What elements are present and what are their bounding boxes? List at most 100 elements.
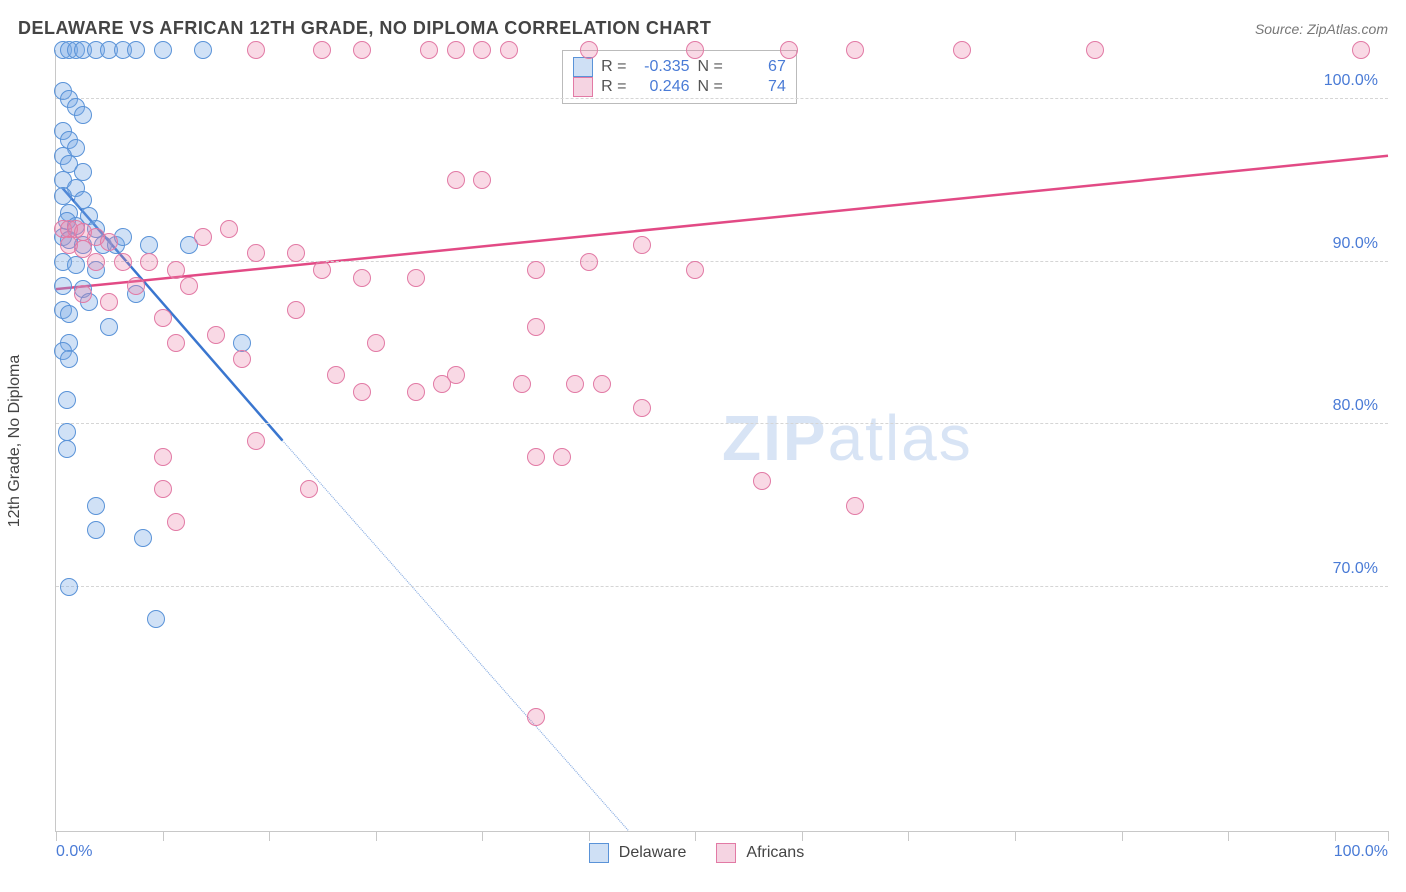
scatter-point	[287, 244, 305, 262]
scatter-point	[566, 375, 584, 393]
scatter-point	[500, 41, 518, 59]
gridline-h	[56, 586, 1388, 587]
legend-swatch-1	[716, 843, 736, 863]
scatter-point	[327, 366, 345, 384]
x-tick	[1122, 831, 1123, 841]
scatter-point	[127, 41, 145, 59]
scatter-point	[67, 256, 85, 274]
y-tick-label: 100.0%	[1324, 72, 1378, 90]
scatter-point	[313, 41, 331, 59]
x-tick	[163, 831, 164, 841]
scatter-point	[54, 277, 72, 295]
scatter-point	[147, 610, 165, 628]
scatter-point	[407, 383, 425, 401]
scatter-point	[60, 578, 78, 596]
legend-item-1: Africans	[716, 843, 804, 863]
scatter-point	[580, 253, 598, 271]
scatter-point	[167, 334, 185, 352]
scatter-point	[194, 228, 212, 246]
scatter-point	[220, 220, 238, 238]
x-tick	[589, 831, 590, 841]
scatter-point	[233, 350, 251, 368]
scatter-point	[140, 253, 158, 271]
scatter-point	[527, 318, 545, 336]
scatter-point	[87, 253, 105, 271]
scatter-point	[753, 472, 771, 490]
x-tick	[1388, 831, 1389, 841]
scatter-point	[686, 261, 704, 279]
swatch-1	[573, 77, 593, 97]
stats-row-1: R = 0.246 N = 74	[573, 77, 786, 97]
y-axis-label: 12th Grade, No Diploma	[6, 355, 24, 528]
scatter-point	[953, 41, 971, 59]
r-label-1: R =	[601, 78, 626, 96]
scatter-point	[247, 432, 265, 450]
n-label-1: N =	[698, 78, 723, 96]
scatter-point	[154, 41, 172, 59]
scatter-point	[780, 41, 798, 59]
stats-row-0: R = -0.335 N = 67	[573, 57, 786, 77]
scatter-point	[353, 383, 371, 401]
scatter-point	[447, 171, 465, 189]
scatter-point	[74, 106, 92, 124]
x-tick	[1335, 831, 1336, 841]
scatter-point	[447, 41, 465, 59]
n-value-1: 74	[731, 78, 786, 96]
scatter-point	[287, 301, 305, 319]
scatter-point	[114, 253, 132, 271]
scatter-point	[513, 375, 531, 393]
scatter-point	[247, 41, 265, 59]
y-tick-label: 90.0%	[1333, 235, 1378, 253]
scatter-point	[407, 269, 425, 287]
scatter-point	[527, 448, 545, 466]
scatter-point	[527, 261, 545, 279]
scatter-point	[846, 497, 864, 515]
scatter-point	[207, 326, 225, 344]
scatter-point	[154, 480, 172, 498]
n-value-0: 67	[731, 58, 786, 76]
scatter-point	[1352, 41, 1370, 59]
scatter-point	[154, 448, 172, 466]
scatter-point	[633, 399, 651, 417]
scatter-point	[367, 334, 385, 352]
scatter-point	[127, 277, 145, 295]
scatter-point	[1086, 41, 1104, 59]
scatter-point	[87, 497, 105, 515]
scatter-point	[633, 236, 651, 254]
x-tick	[56, 831, 57, 841]
x-tick	[802, 831, 803, 841]
scatter-point	[353, 269, 371, 287]
scatter-point	[154, 309, 172, 327]
plot-area: ZIPatlas R = -0.335 N = 67 R = 0.246 N =…	[55, 50, 1388, 832]
scatter-point	[353, 41, 371, 59]
scatter-point	[473, 41, 491, 59]
scatter-point	[167, 261, 185, 279]
legend-label-0: Delaware	[619, 844, 687, 862]
scatter-point	[134, 529, 152, 547]
scatter-point	[74, 285, 92, 303]
scatter-point	[100, 233, 118, 251]
gridline-h	[56, 98, 1388, 99]
y-tick-label: 80.0%	[1333, 397, 1378, 415]
scatter-point	[846, 41, 864, 59]
scatter-point	[58, 391, 76, 409]
scatter-point	[247, 244, 265, 262]
scatter-point	[313, 261, 331, 279]
scatter-point	[420, 41, 438, 59]
scatter-point	[100, 318, 118, 336]
scatter-point	[527, 708, 545, 726]
x-tick	[908, 831, 909, 841]
scatter-point	[58, 440, 76, 458]
scatter-point	[580, 41, 598, 59]
scatter-point	[167, 513, 185, 531]
scatter-point	[180, 277, 198, 295]
x-tick	[376, 831, 377, 841]
scatter-point	[100, 293, 118, 311]
stats-box: R = -0.335 N = 67 R = 0.246 N = 74	[562, 50, 797, 104]
x-tick-max: 100.0%	[1334, 843, 1388, 861]
scatter-point	[60, 305, 78, 323]
r-value-0: -0.335	[635, 58, 690, 76]
gridline-h	[56, 423, 1388, 424]
source-label: Source: ZipAtlas.com	[1255, 21, 1388, 37]
scatter-point	[87, 521, 105, 539]
